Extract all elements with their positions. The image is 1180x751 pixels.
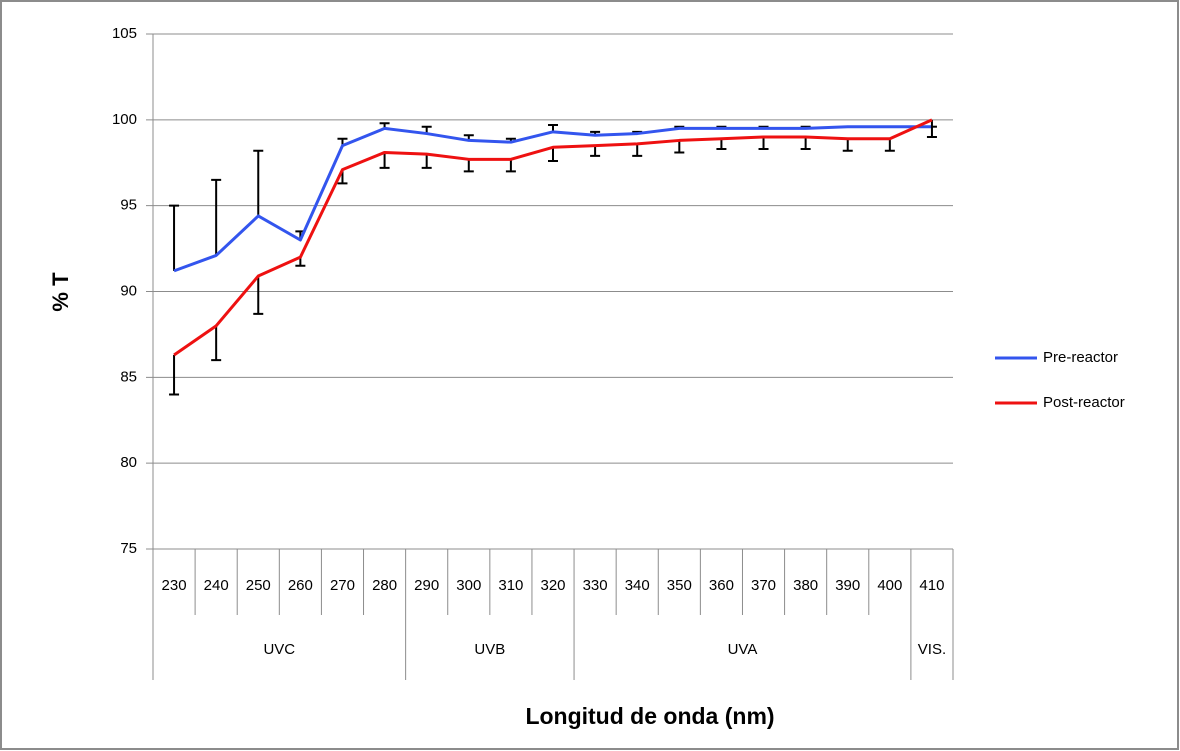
error-bar [842,138,853,152]
error-bar [884,138,895,152]
error-bar [505,159,516,173]
y-tick-label: 80 [120,454,137,471]
x-tick-label: 230 [162,577,187,594]
error-bar [379,152,390,169]
x-tick-label: 370 [751,577,776,594]
x-tick-label: 330 [583,577,608,594]
error-bar [548,147,558,163]
error-bar [800,137,811,151]
group-label: UVB [474,641,505,658]
group-label: UVC [263,641,295,658]
error-bar [926,119,937,138]
x-tick-label: 300 [456,577,481,594]
x-tick-label: 310 [498,577,523,594]
error-bar [421,154,432,169]
y-tick-label: 75 [120,540,137,557]
y-tick-label: 85 [120,368,137,385]
error-bar [632,143,643,157]
error-bar [169,355,180,396]
error-bar [211,178,222,256]
x-tick-label: 360 [709,577,734,594]
error-bar [463,159,474,173]
error-bar [253,149,264,216]
x-tick-label: 410 [919,577,944,594]
y-tick-label: 95 [120,197,137,214]
x-tick-label: 400 [877,577,902,594]
legend-label: Post-reactor [1043,394,1125,411]
group-label: VIS. [918,641,946,658]
x-tick-label: 250 [246,577,271,594]
y-tick-label: 105 [112,25,137,42]
series-line [173,118,933,357]
x-tick-label: 240 [204,577,229,594]
x-axis-title: Longitud de onda (nm) [525,703,774,729]
error-bar [674,140,685,154]
x-tick-label: 380 [793,577,818,594]
y-tick-label: 90 [120,282,137,299]
x-tick-label: 340 [625,577,650,594]
x-tick-label: 260 [288,577,313,594]
error-bar [590,145,601,157]
error-bar [716,138,727,151]
error-bar [169,204,180,271]
x-tick-label: 390 [835,577,860,594]
x-tick-label: 280 [372,577,397,594]
x-tick-label: 350 [667,577,692,594]
series-line [173,125,932,273]
error-bar [758,137,769,151]
x-tick-label: 320 [540,577,565,594]
error-bar [253,276,264,315]
y-tick-label: 100 [112,111,137,128]
error-bar [211,325,222,362]
x-tick-label: 270 [330,577,355,594]
y-axis-title: % T [48,272,73,312]
x-tick-label: 290 [414,577,439,594]
legend-label: Pre-reactor [1043,349,1118,366]
group-label: UVA [728,641,758,658]
